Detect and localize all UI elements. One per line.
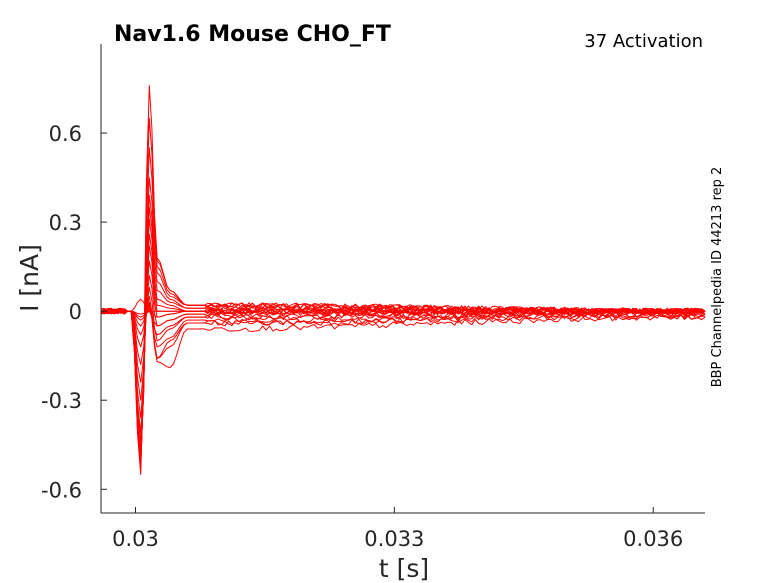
x-tick-label: 0.036 [623,527,683,551]
current-trace-12 [100,245,706,434]
current-trace-9 [101,286,706,383]
y-tick-label: 0.6 [49,122,82,146]
current-trace-19 [100,117,706,469]
x-axis-label: t [s] [379,554,429,583]
current-trace-16 [100,194,706,461]
traces [100,85,706,475]
current-trace-10 [100,275,706,401]
x-tick-label: 0.033 [364,527,424,551]
y-tick-label: 0.3 [49,211,82,235]
x-ticks: 0.03 0.033 0.036 [112,507,683,551]
y-tick-label: -0.6 [41,478,82,502]
x-tick-label: 0.03 [112,527,159,551]
current-trace-11 [100,260,706,419]
current-trace-14 [100,218,705,452]
current-trace-20 [100,85,706,475]
y-tick-label: 0 [69,300,82,324]
y-ticks: -0.6 -0.3 0 0.3 0.6 [41,122,107,502]
current-trace-15 [100,206,706,458]
chart-title: Nav1.6 Mouse CHO_FT [114,22,391,47]
y-axis-label: I [nA] [15,244,44,312]
y-tick-label: -0.3 [41,389,82,413]
side-id-label: BBP Channelpedia ID 44213 rep 2 [710,167,725,388]
current-trace-13 [100,233,706,443]
chart-subtitle: 37 Activation [584,31,703,52]
